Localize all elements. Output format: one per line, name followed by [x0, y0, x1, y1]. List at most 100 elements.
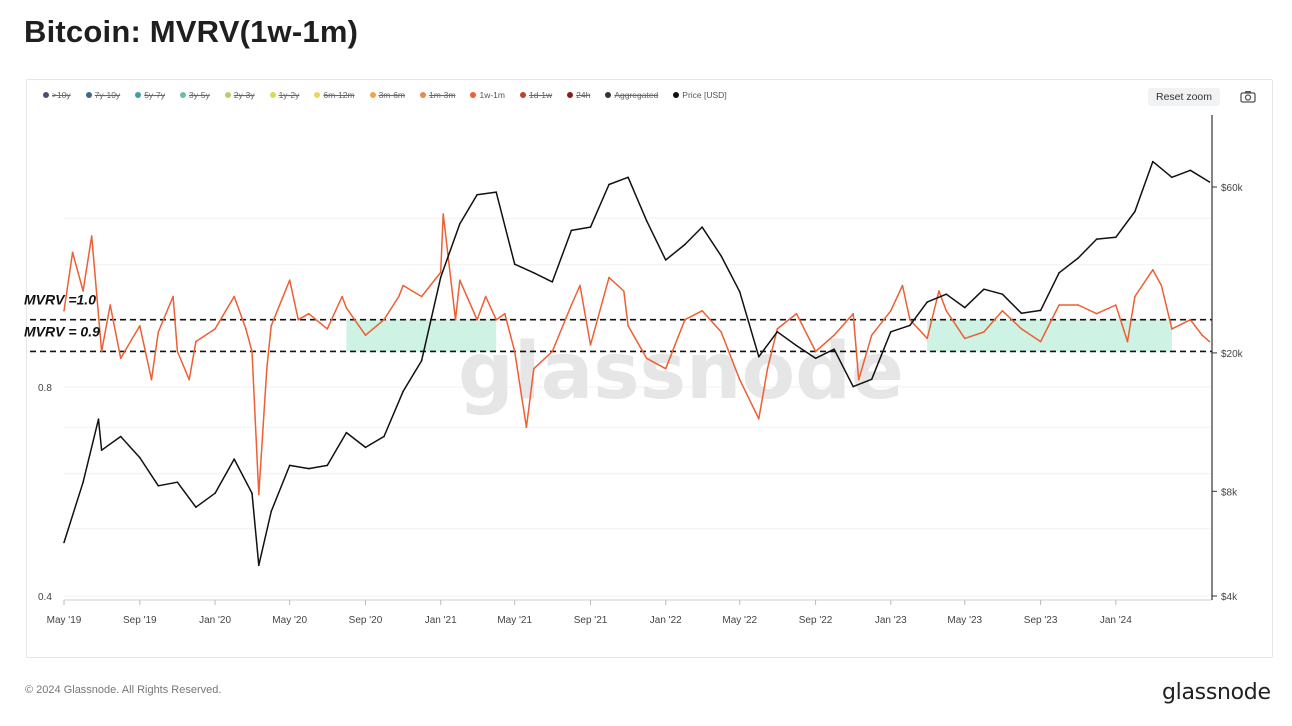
legend-item[interactable]: 3m-6m — [369, 90, 406, 100]
price-point — [1077, 257, 1079, 259]
price-point — [720, 255, 722, 257]
mvrv-point — [627, 325, 629, 327]
price-point — [890, 331, 892, 333]
price-point — [1134, 210, 1136, 213]
price-point — [964, 306, 966, 309]
x-tick-label: Sep '19 — [123, 615, 157, 626]
mvrv-point — [684, 318, 686, 321]
mvrv-point — [1201, 334, 1203, 337]
price-point — [119, 435, 122, 438]
mvrv-point — [1171, 328, 1173, 330]
legend-dot-icon — [567, 92, 574, 98]
mvrv-point — [495, 318, 498, 321]
legend-label: 6m-12m — [323, 90, 355, 100]
legend-item[interactable]: 5y-7y — [135, 90, 165, 100]
legend-label: 1w-1m — [479, 90, 505, 100]
mvrv-point — [776, 328, 779, 330]
y-left-tick-label: 0.4 — [38, 592, 52, 603]
legend-dot-icon — [369, 92, 376, 98]
x-tick-label: Sep '21 — [574, 615, 608, 626]
price-point — [345, 431, 348, 434]
price-point — [551, 281, 554, 283]
price-point — [758, 355, 760, 358]
page-title: Bitcoin: MVRV(1w-1m) — [24, 14, 359, 49]
shaded-band — [346, 319, 497, 352]
mvrv-point — [870, 334, 873, 337]
legend-item[interactable]: 1y-2y — [269, 90, 300, 100]
legend-item[interactable]: 3y-5y — [179, 90, 210, 100]
mvrv-point — [266, 367, 268, 370]
mvrv-point — [1134, 295, 1136, 298]
price-point — [420, 359, 423, 362]
legend-item[interactable]: 1w-1m — [470, 90, 505, 100]
legend-label: 1y-2y — [278, 90, 300, 100]
x-tick-label: Jan '21 — [425, 615, 457, 626]
legend-item[interactable]: 1d-1w — [519, 90, 552, 100]
mvrv-point — [1058, 304, 1060, 306]
legend-item[interactable]: Price [USD] — [673, 90, 727, 100]
mvrv-point — [1208, 340, 1211, 343]
legend-label: 1m-3m — [429, 90, 456, 100]
price-point — [513, 263, 516, 266]
price-point — [63, 541, 65, 544]
mvrv-point — [341, 295, 343, 298]
mvrv-point — [150, 378, 153, 381]
mvrv-point — [176, 350, 179, 353]
mvrv-point — [364, 334, 367, 337]
price-point — [251, 492, 253, 495]
reset-zoom-button[interactable]: Reset zoom — [1148, 88, 1220, 106]
legend-item[interactable]: 7y-10y — [85, 90, 120, 100]
mvrv-point — [308, 312, 310, 315]
mvrv-point — [459, 279, 461, 282]
mvrv-point — [1039, 340, 1042, 343]
mvrv-point — [766, 367, 769, 370]
mvrv-point — [901, 284, 904, 287]
price-point — [100, 449, 103, 452]
legend-dot-icon — [605, 92, 612, 98]
price-point — [195, 506, 197, 509]
mvrv-point — [1001, 310, 1004, 312]
legend-label: 3y-5y — [188, 90, 210, 100]
price-point — [308, 467, 310, 470]
mvrv-point — [1152, 269, 1154, 271]
price-point — [364, 446, 367, 449]
price-point — [270, 510, 273, 513]
price-point — [814, 357, 817, 360]
mvrv-point — [139, 325, 141, 327]
price-point — [684, 243, 686, 246]
y-right-tick-label: $4k — [1221, 592, 1238, 603]
x-tick-label: May '20 — [272, 615, 307, 626]
legend-dot-icon — [135, 92, 142, 98]
legend-item[interactable]: 1m-3m — [420, 90, 455, 100]
legend-item[interactable]: 2y-3y — [224, 90, 255, 100]
legend-item[interactable]: >10y — [43, 90, 71, 100]
price-point — [776, 331, 779, 333]
legend-dot-icon — [420, 92, 427, 98]
legend-label: 24h — [576, 90, 591, 100]
mvrv-point — [890, 310, 892, 312]
x-tick-label: Jan '24 — [1100, 615, 1132, 626]
legend-label: 5y-7y — [144, 90, 165, 100]
legend-item[interactable]: 6m-12m — [314, 90, 355, 100]
mvrv-point — [484, 295, 487, 298]
legend-item[interactable]: Aggregated — [605, 90, 658, 100]
price-point — [1115, 236, 1117, 239]
series-line-price — [63, 160, 1210, 567]
legend-label: 3m-6m — [378, 90, 406, 100]
camera-icon[interactable] — [1240, 90, 1256, 103]
legend-dot-icon — [85, 92, 92, 98]
brand-logo: glassnode — [1162, 680, 1271, 705]
price-point — [983, 288, 985, 291]
price-point — [833, 348, 835, 351]
price-point — [326, 464, 329, 467]
mvrv-point — [63, 310, 65, 312]
legend-label: Price [USD] — [682, 90, 727, 100]
price-point — [1058, 272, 1060, 274]
mvrv-point — [214, 328, 216, 330]
annotation-label: MVRV =1.0 — [24, 292, 96, 308]
mvrv-point — [233, 295, 235, 298]
mvrv-point — [82, 290, 84, 292]
mvrv-point — [297, 318, 300, 321]
legend-item[interactable]: 24h — [567, 90, 590, 100]
